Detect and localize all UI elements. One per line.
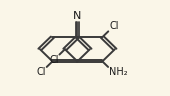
Text: N: N (73, 11, 82, 21)
Text: Cl: Cl (49, 55, 59, 65)
Text: Cl: Cl (109, 21, 119, 31)
Text: Cl: Cl (36, 67, 46, 77)
Text: NH₂: NH₂ (109, 67, 128, 77)
